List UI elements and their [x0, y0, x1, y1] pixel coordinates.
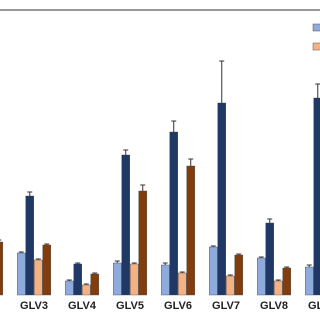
bar — [178, 272, 187, 296]
error-bar — [75, 262, 81, 264]
error-bar — [66, 279, 72, 281]
bar — [226, 275, 235, 296]
bar — [234, 254, 243, 296]
error-bar — [219, 60, 225, 103]
error-bar — [18, 251, 24, 253]
error-bar — [227, 274, 233, 276]
bar — [113, 262, 122, 296]
error-bar — [171, 120, 177, 132]
x-tick-label: GLV7 — [212, 300, 240, 312]
error-bar — [140, 184, 146, 191]
x-tick-label: GLV6 — [164, 300, 192, 312]
bar — [282, 267, 291, 296]
bar — [305, 266, 314, 296]
error-bar — [83, 283, 89, 285]
error-bar — [258, 256, 264, 258]
error-bar — [188, 158, 194, 166]
bar — [34, 259, 43, 296]
bar — [257, 257, 266, 296]
bar — [82, 284, 91, 296]
bar — [90, 273, 99, 296]
bar — [138, 190, 147, 296]
bar — [161, 264, 170, 296]
legend-swatch — [312, 23, 320, 32]
x-tick-label: GLV3 — [20, 300, 48, 312]
error-bar — [267, 218, 273, 223]
bar — [42, 244, 51, 296]
bar — [209, 246, 218, 296]
x-tick-label: GLV9 — [308, 300, 320, 312]
error-bar — [179, 271, 185, 273]
error-bar — [114, 260, 120, 263]
error-bar — [123, 149, 129, 155]
error-bar — [35, 258, 41, 260]
bar — [169, 131, 178, 296]
error-bar — [275, 279, 281, 281]
error-bar — [131, 262, 137, 264]
error-bar — [44, 243, 50, 245]
bar — [274, 280, 283, 296]
bar — [265, 222, 274, 296]
x-tick-label: GLV4 — [68, 300, 97, 312]
bar — [0, 241, 3, 296]
bar — [65, 280, 74, 296]
error-bar — [92, 272, 98, 274]
error-bar — [306, 264, 312, 267]
error-bar — [162, 262, 168, 265]
error-bar — [27, 191, 33, 196]
bar — [186, 165, 195, 296]
bar — [17, 252, 26, 296]
bar — [121, 154, 130, 296]
error-bar — [236, 253, 242, 255]
x-tick-label: GLV5 — [116, 300, 144, 312]
error-bar — [210, 245, 216, 247]
error-bar — [0, 239, 2, 241]
error-bar — [284, 266, 290, 268]
bar — [313, 97, 320, 296]
x-tick-label: GLV8 — [260, 300, 288, 312]
legend-swatch — [312, 42, 320, 51]
error-bar — [315, 83, 320, 98]
bar — [130, 263, 139, 296]
bar — [25, 195, 34, 296]
bar — [73, 263, 82, 296]
bar — [217, 102, 226, 296]
